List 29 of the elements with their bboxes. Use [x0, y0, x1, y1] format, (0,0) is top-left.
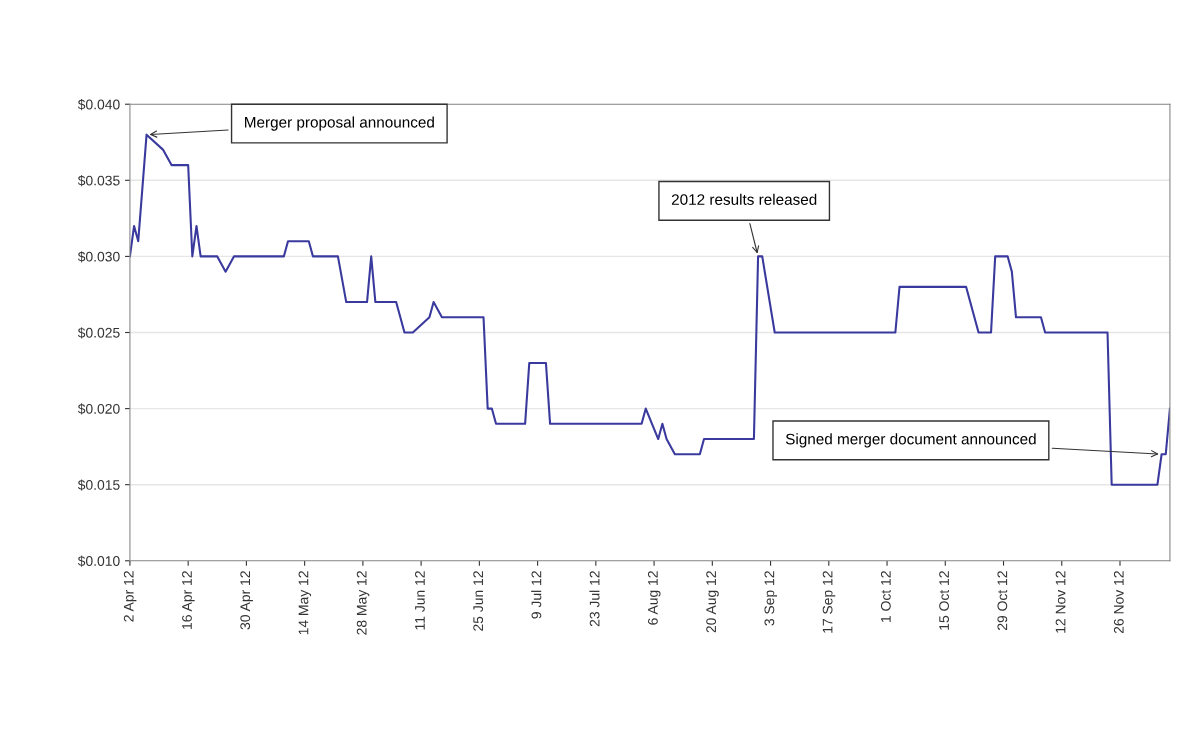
annotation: Signed merger document announced [785, 433, 1036, 448]
x-tick-label: 12 Nov 12 [1055, 571, 1066, 633]
x-tick-label: 23 Jul 12 [589, 571, 600, 627]
x-tick-label: 20 Aug 12 [706, 571, 719, 633]
x-tick-label: 2 Apr 12 [123, 571, 137, 622]
x-tick-label: 1 Oct 12 [880, 571, 891, 622]
annotation: 2012 results released [671, 193, 817, 205]
y-tick-label: $0.015 [77, 479, 120, 491]
x-tick-label: 28 May 12 [356, 571, 370, 635]
x-tick-label: 11 Jun 12 [415, 571, 425, 630]
y-tick-label: $0.040 [77, 98, 120, 111]
y-tick-label: $0.010 [77, 555, 120, 567]
x-tick-label: 29 Oct 12 [997, 571, 1008, 631]
y-tick-label: $0.030 [77, 251, 120, 263]
x-tick-label: 3 Sep 12 [764, 571, 778, 626]
y-tick-label: $0.020 [77, 403, 120, 415]
x-tick-label: 26 Nov 12 [1113, 571, 1124, 634]
y-tick-label: $0.025 [77, 327, 120, 339]
x-tick-label: 17 Sep 12 [822, 571, 836, 633]
x-tick-label: 15 Oct 12 [939, 571, 950, 630]
x-tick-label: 6 Aug 12 [647, 571, 661, 625]
x-tick-label: 30 Apr 12 [240, 571, 253, 630]
x-tick-label: 14 May 12 [298, 571, 312, 635]
line-series [129, 133, 1170, 486]
y-tick-label: $0.035 [77, 175, 120, 187]
x-tick-label: 16 Apr 12 [182, 571, 195, 629]
x-tick-label: 25 Jun 12 [473, 571, 484, 631]
x-tick-label: 9 Jul 12 [531, 571, 542, 619]
annotation: Merger proposal announced [245, 116, 434, 131]
